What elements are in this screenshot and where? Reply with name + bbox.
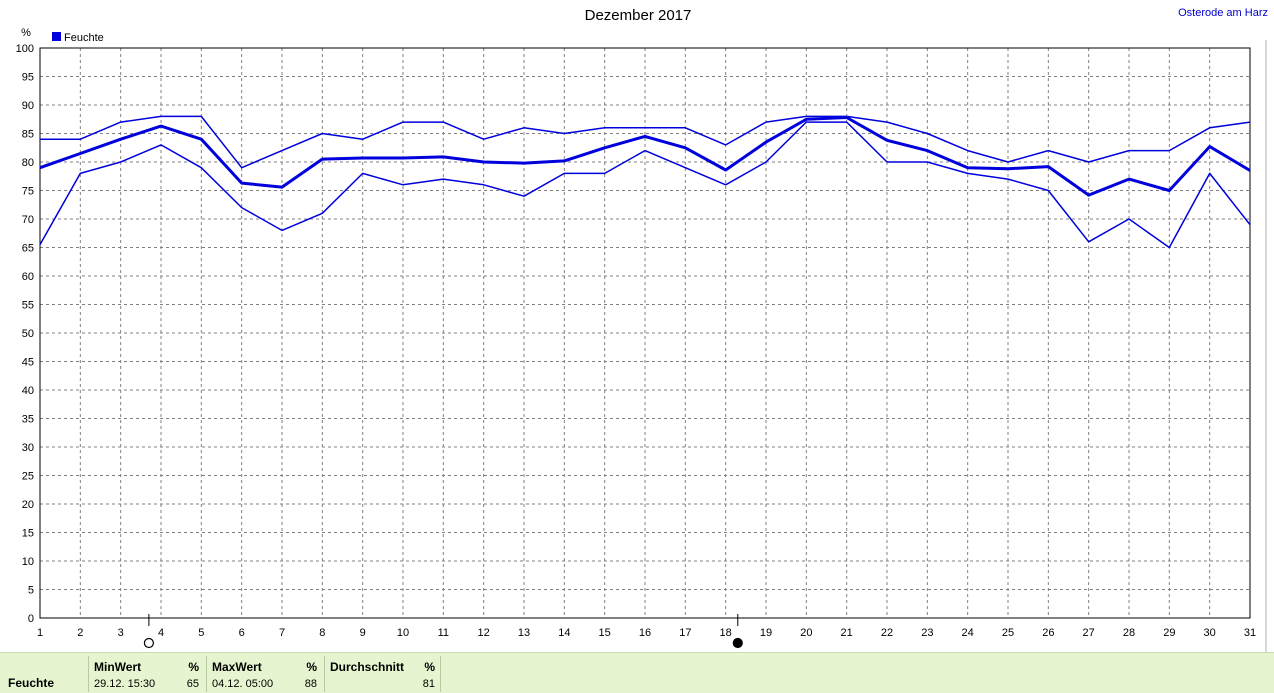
min-value: 65 <box>186 678 199 690</box>
x-tick-label: 29 <box>1163 627 1175 639</box>
min-timestamp: 29.12. 15:30 <box>94 678 156 690</box>
x-tick-label: 15 <box>599 627 611 639</box>
x-tick-label: 24 <box>962 627 974 639</box>
series-line-mean <box>39 116 1251 197</box>
y-tick-label: 85 <box>22 129 34 141</box>
axes <box>39 47 1251 619</box>
x-tick-label: 18 <box>720 627 732 639</box>
stats-divider <box>440 656 441 692</box>
y-tick-label: 80 <box>22 157 34 169</box>
y-tick-label: 60 <box>22 271 34 283</box>
x-tick-label: 6 <box>239 627 245 639</box>
y-axis-unit: % <box>21 27 31 39</box>
y-tick-label: 25 <box>22 471 34 483</box>
avg-unit: % <box>424 660 435 674</box>
y-tick-label: 90 <box>22 100 34 112</box>
y-tick-label: 75 <box>22 186 34 198</box>
y-tick-label: 35 <box>22 414 34 426</box>
station-name: Osterode am Harz <box>1178 7 1268 19</box>
max-value-box: MaxWert % 04.12. 05:00 88 <box>206 656 323 692</box>
x-tick-label: 31 <box>1244 627 1256 639</box>
x-tick-label: 2 <box>77 627 83 639</box>
x-tick-label: 16 <box>639 627 651 639</box>
y-tick-label: 40 <box>22 385 34 397</box>
y-tick-label: 45 <box>22 357 34 369</box>
x-tick-label: 26 <box>1042 627 1054 639</box>
series-lines <box>39 115 1251 249</box>
x-tick-label: 5 <box>198 627 204 639</box>
chart-title: Dezember 2017 <box>585 7 692 24</box>
y-tick-label: 30 <box>22 442 34 454</box>
x-tick-label: 14 <box>558 627 570 639</box>
plot-frame <box>39 47 1251 619</box>
y-tick-label: 65 <box>22 243 34 255</box>
legend-swatch <box>52 32 61 41</box>
x-tick-labels: 1 2 3 4 5 6 7 8 9 10 11 12 13 14 15 16 17 18 19 20 21 22 23 24 2… <box>37 627 1256 639</box>
min-header: MinWert <box>94 660 142 674</box>
x-tick-label: 22 <box>881 627 893 639</box>
y-tick-label: 55 <box>22 300 34 312</box>
x-tick-label: 7 <box>279 627 285 639</box>
y-tick-label: 15 <box>22 528 34 540</box>
y-tick-label: 5 <box>28 585 34 597</box>
y-tick-labels: 0 5 10 15 20 25 30 35 40 45 50 55 60 65 70 75 80 85 90 95 10… <box>16 43 34 625</box>
y-tick-label: 20 <box>22 499 34 511</box>
grid-lines <box>40 48 1250 618</box>
max-value: 88 <box>304 678 317 690</box>
x-tick-label: 30 <box>1204 627 1216 639</box>
new-moon-icon <box>732 637 743 649</box>
series-line-min <box>39 121 1251 249</box>
x-tick-label: 10 <box>397 627 409 639</box>
x-tick-label: 23 <box>921 627 933 639</box>
max-unit: % <box>306 660 317 674</box>
min-value-box: MinWert % 29.12. 15:30 65 <box>88 656 205 692</box>
stats-row-label: Feuchte <box>8 676 55 690</box>
y-tick-label: 50 <box>22 328 34 340</box>
avg-header: Durchschnitt <box>330 660 405 674</box>
x-tick-label: 20 <box>800 627 812 639</box>
x-tick-label: 9 <box>360 627 366 639</box>
min-unit: % <box>188 660 199 674</box>
y-tick-label: 95 <box>22 72 34 84</box>
x-tick-label: 4 <box>158 627 164 639</box>
full-moon-icon <box>143 637 154 649</box>
y-tick-label: 70 <box>22 214 34 226</box>
stats-bar: Feuchte MinWert % 29.12. 15:30 65 MaxWer… <box>0 652 1274 693</box>
x-tick-label: 13 <box>518 627 530 639</box>
x-tick-label: 21 <box>841 627 853 639</box>
max-timestamp: 04.12. 05:00 <box>212 678 274 690</box>
x-tick-label: 12 <box>478 627 490 639</box>
y-tick-label: 100 <box>16 43 34 55</box>
x-tick-label: 8 <box>319 627 325 639</box>
x-tick-label: 19 <box>760 627 772 639</box>
series-line-max <box>40 115 1251 169</box>
x-tick-label: 17 <box>679 627 691 639</box>
x-tick-label: 28 <box>1123 627 1135 639</box>
x-tick-label: 3 <box>118 627 124 639</box>
x-tick-label: 1 <box>37 627 43 639</box>
max-header: MaxWert <box>212 660 262 674</box>
average-box: Durchschnitt % 81 <box>324 656 441 692</box>
y-tick-label: 10 <box>22 556 34 568</box>
x-tick-label: 27 <box>1083 627 1095 639</box>
y-tick-label: 0 <box>28 613 34 625</box>
humidity-chart: Dezember 2017 Osterode am Harz % Feuchte… <box>16 7 1268 652</box>
x-tick-label: 11 <box>438 627 449 639</box>
x-tick-label: 25 <box>1002 627 1014 639</box>
legend-label: Feuchte <box>64 32 104 44</box>
moon-markers <box>143 614 743 649</box>
avg-value: 81 <box>422 678 435 690</box>
